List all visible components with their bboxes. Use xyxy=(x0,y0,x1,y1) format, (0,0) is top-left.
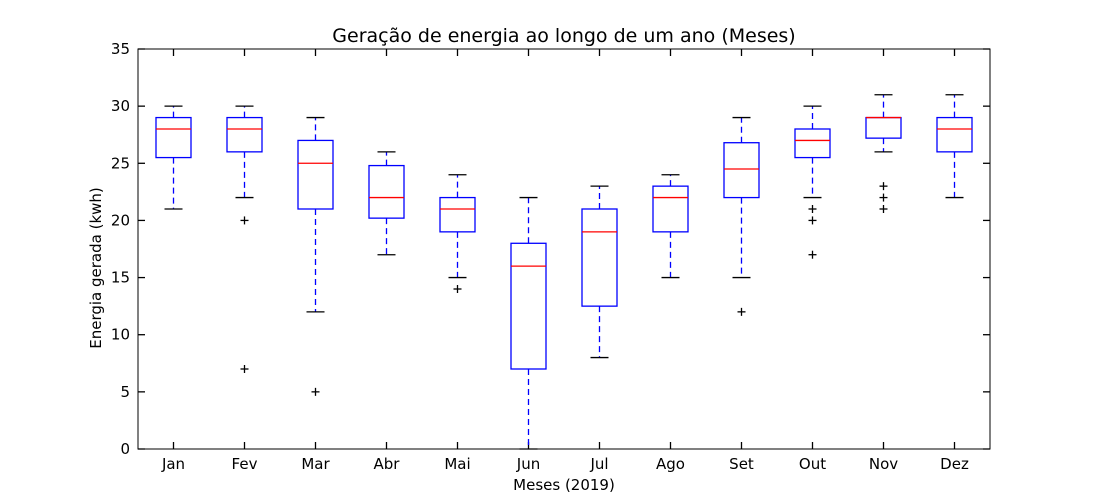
y-tick-label: 25 xyxy=(111,154,130,172)
box-dez xyxy=(936,116,973,153)
y-tick-label: 5 xyxy=(120,383,130,401)
flier-point xyxy=(879,205,888,213)
x-tick-label: Abr xyxy=(374,455,401,473)
flier-point xyxy=(879,182,888,191)
x-tick-label: Ago xyxy=(656,455,685,473)
x-tick-label: Nov xyxy=(869,455,898,473)
flier-point xyxy=(808,216,817,225)
x-tick-label: Jan xyxy=(161,455,185,473)
x-tick-label: Mar xyxy=(301,455,330,473)
box-fev xyxy=(226,116,263,153)
box-jan xyxy=(155,116,192,159)
box-abr xyxy=(368,164,405,219)
plot-area: 0 5 10 15 20 25 30 35 Jan Fev Mar Abr Mai Jun Jul Ago Se… xyxy=(111,40,990,473)
flier-point xyxy=(240,216,249,225)
x-tick-label: Out xyxy=(799,455,826,473)
box-jun xyxy=(510,242,547,370)
x-tick-label: Mai xyxy=(444,455,470,473)
y-tick-label: 20 xyxy=(111,211,130,229)
y-axis-label: Energia gerada (kwh) xyxy=(87,187,105,349)
y-tick-label: 0 xyxy=(120,440,130,458)
y-tick-label: 10 xyxy=(111,326,130,344)
x-tick-label: Set xyxy=(729,455,754,473)
box-out xyxy=(794,128,831,159)
box-mar xyxy=(297,139,334,210)
box-ago xyxy=(652,185,689,233)
y-tick-label: 15 xyxy=(111,269,130,287)
x-tick-label: Fev xyxy=(232,455,258,473)
flier-point xyxy=(311,387,320,396)
flier-point xyxy=(808,250,817,259)
box-set xyxy=(723,142,760,199)
box-jul xyxy=(581,208,618,307)
plot-frame xyxy=(137,48,991,450)
flier-point xyxy=(879,193,888,202)
flier-point xyxy=(453,285,462,293)
x-axis-label: Meses (2019) xyxy=(513,476,615,494)
flier-point xyxy=(240,365,249,373)
flier-point xyxy=(737,307,746,316)
box-mai xyxy=(439,196,476,233)
y-tick-label: 35 xyxy=(111,40,130,58)
chart-title: Geração de energia ao longo de um ano (M… xyxy=(332,25,795,47)
x-tick-label: Jul xyxy=(589,455,608,473)
x-tick-label: Dez xyxy=(940,455,969,473)
flier-point xyxy=(808,205,817,213)
x-tick-label: Jun xyxy=(516,455,540,473)
box-nov xyxy=(865,116,902,139)
y-tick-label: 30 xyxy=(111,97,130,115)
